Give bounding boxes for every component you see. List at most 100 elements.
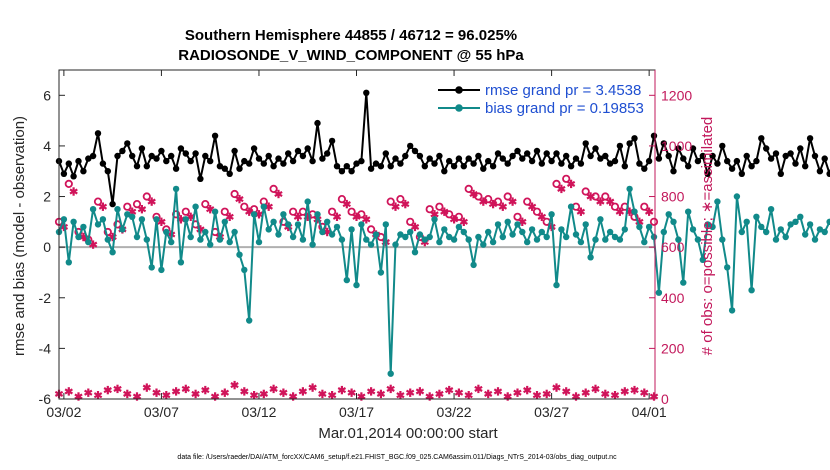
obs-count-marker [152, 388, 161, 397]
obs-possible-marker [562, 174, 571, 183]
chart-title-line-2: RADIOSONDE_V_WIND_COMPONENT @ 55 hPa [178, 47, 524, 64]
rmse-series-point [485, 157, 492, 165]
obs-assimilated-marker [527, 202, 537, 211]
rmse-series-point [524, 150, 531, 157]
bias-series-point [392, 241, 399, 248]
obs-count-marker [464, 391, 473, 400]
obs-possible-marker [103, 227, 112, 237]
bias-series-point [524, 238, 531, 246]
bias-series-point [289, 233, 297, 241]
bias-series-point [577, 238, 585, 246]
rmse-series-point [811, 152, 819, 160]
rmse-series-point [455, 155, 463, 162]
obs-possible-marker [425, 205, 434, 214]
bias-series-point [714, 198, 721, 205]
right-y-tick-label: 1000 [661, 138, 692, 154]
rmse-series-point [348, 168, 355, 175]
obs-count-marker [532, 391, 542, 400]
bias-series-point [109, 249, 116, 256]
bias-series-point [382, 221, 389, 228]
bias-series-point [509, 231, 516, 238]
bias-series-point [138, 216, 146, 223]
rmse-series-point [826, 170, 830, 177]
bias-series-point [168, 238, 175, 246]
rmse-series-point [158, 147, 165, 155]
rmse-series-point [597, 155, 604, 162]
bias-series-point [207, 241, 214, 248]
data-file-footnote: data file: /Users/raeder/DAI/ATM_forcXX/… [177, 454, 617, 461]
obs-count-marker [640, 388, 649, 397]
obs-assimilated-marker [332, 212, 342, 221]
right-y-tick-label: 800 [661, 189, 685, 205]
bias-series-point [397, 231, 404, 238]
bias-series-point [294, 221, 302, 228]
rmse-series-point [572, 155, 580, 162]
bias-series-point [436, 238, 443, 246]
rmse-series-point [460, 163, 467, 170]
rmse-series-point [60, 170, 68, 177]
rmse-series-point [514, 147, 521, 155]
obs-count-marker [240, 387, 249, 396]
rmse-series-point [241, 157, 248, 165]
bias-series-point [324, 218, 331, 225]
rmse-series-point [626, 140, 633, 147]
x-tick-label: 03/12 [241, 404, 276, 420]
bias-series-point [158, 266, 165, 274]
rmse-series-point [99, 160, 107, 167]
rmse-series-point [333, 163, 341, 170]
bias-series-point [416, 231, 424, 238]
rmse-series-point [767, 155, 775, 162]
bias-series-point [338, 236, 346, 243]
x-tick-label: 03/22 [437, 404, 472, 420]
obs-possible-marker [366, 225, 376, 234]
obs-count-marker [347, 388, 356, 397]
rmse-series-point [80, 168, 87, 175]
obs-possible-marker [640, 202, 649, 211]
obs-assimilated-marker [586, 192, 595, 201]
rmse-series-point [133, 163, 141, 170]
rmse-series-point [372, 160, 380, 167]
rmse-series-point [446, 157, 453, 165]
obs-assimilated-marker [147, 197, 156, 206]
obs-count-marker [327, 391, 337, 400]
bias-series-point [475, 233, 482, 241]
right-y-tick-label: 0 [661, 391, 669, 407]
obs-count-marker [230, 380, 239, 390]
rmse-series-point [504, 160, 511, 167]
obs-assimilated-marker [449, 215, 459, 224]
bias-series-point [763, 228, 770, 236]
bias-series-point [597, 216, 604, 223]
obs-assimilated-marker [508, 197, 517, 206]
right-y-axis-label: # of obs: o=possible; ∗=assimilated [699, 117, 716, 356]
bias-series-point [519, 228, 526, 236]
obs-count-marker [123, 389, 132, 399]
rmse-series-point [407, 142, 414, 150]
rmse-series-point [221, 165, 228, 172]
rmse-series-point [411, 147, 419, 155]
obs-assimilated-marker [225, 212, 234, 221]
bias-series-point [328, 231, 336, 238]
bias-series-point [567, 203, 575, 210]
bias-series-point [685, 208, 692, 215]
bias-series-point [616, 236, 624, 243]
rmse-series-point [636, 160, 643, 167]
rmse-series-point [665, 152, 672, 160]
rmse-series-point [631, 135, 638, 142]
obs-possible-marker [327, 207, 337, 216]
bias-series-point [631, 208, 638, 215]
rmse-series-point [343, 163, 350, 170]
obs-assimilated-marker [488, 199, 498, 209]
bias-series-point [480, 241, 487, 248]
obs-count-marker [610, 391, 620, 400]
bias-series-point [446, 233, 453, 241]
rmse-series-point [689, 145, 697, 152]
bias-series-point [348, 226, 355, 233]
rmse-series-point [519, 155, 526, 162]
obs-possible-marker [601, 192, 610, 201]
rmse-series-point [75, 157, 82, 165]
rmse-series-point [353, 160, 360, 167]
bias-series-point [460, 228, 467, 236]
rmse-series-point [168, 152, 175, 160]
obs-possible-marker [406, 217, 415, 226]
obs-possible-marker [532, 207, 542, 216]
